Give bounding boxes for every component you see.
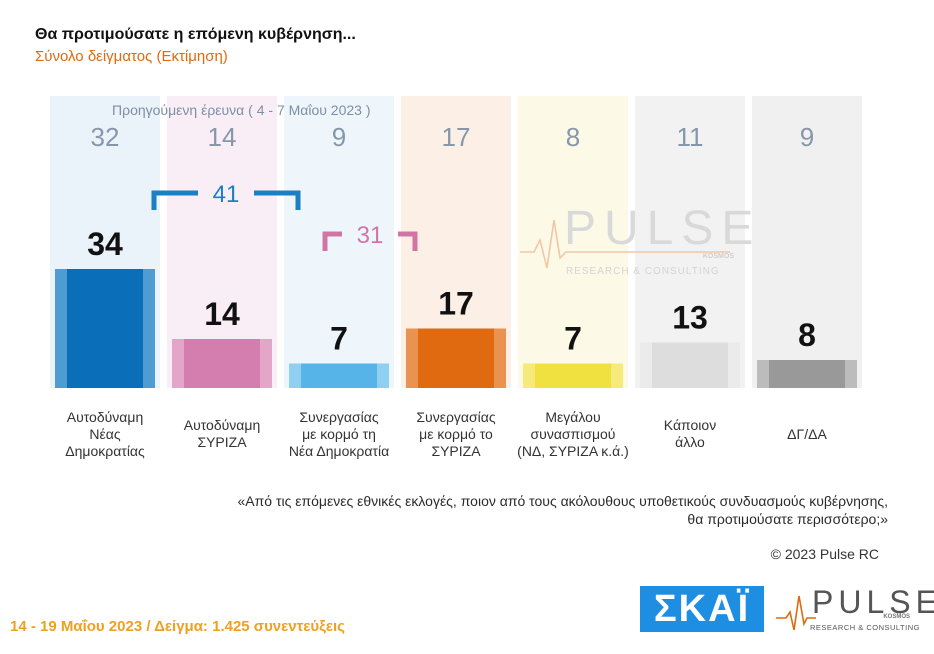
bracket-value-0: 41 xyxy=(213,181,240,208)
previous-value-1: 14 xyxy=(208,122,237,152)
category-label-1-1: ΣΥΡΙΖΑ xyxy=(197,434,247,450)
bg-panel-2 xyxy=(284,96,394,388)
previous-survey-label: Προηγούμενη έρευνα ( 4 - 7 Μαΐου 2023 ) xyxy=(112,102,371,118)
bracket-right-0 xyxy=(254,190,301,210)
previous-value-5: 11 xyxy=(677,122,704,152)
category-label-6-0: ΔΓ/ΔΑ xyxy=(787,426,827,442)
category-label-3-2: ΣΥΡΙΖΑ xyxy=(431,443,481,459)
watermark-heartbeat-icon xyxy=(520,219,730,269)
category-label-2-1: με κορμό τη xyxy=(302,426,376,442)
bar-value-label-4: 7 xyxy=(564,321,582,357)
bg-panel-6 xyxy=(752,96,862,388)
bar-value-label-5: 13 xyxy=(672,300,708,336)
bar-value-label-1: 14 xyxy=(204,296,240,332)
chart-subtitle: Σύνολο δείγματος (Εκτίμηση) xyxy=(35,48,228,65)
bracket-right-1 xyxy=(398,231,418,251)
bar-value-label-0: 34 xyxy=(87,226,123,262)
category-label-3-1: με κορμό το xyxy=(419,426,493,442)
bar-3 xyxy=(418,328,494,388)
bracket-left-1 xyxy=(322,231,342,251)
bar-value-label-6: 8 xyxy=(798,317,816,353)
bar-4 xyxy=(535,363,611,388)
category-label-0-0: Αυτοδύναμη xyxy=(67,409,144,425)
category-label-0-2: Δημοκρατίας xyxy=(65,443,145,459)
bar-1 xyxy=(184,339,260,388)
pulse-logo: PULSE KOSMOS RESEARCH & CONSULTING xyxy=(776,584,934,636)
bar-2 xyxy=(301,363,377,388)
previous-value-2: 9 xyxy=(332,122,346,152)
bar-5 xyxy=(652,342,728,388)
category-label-3-0: Συνεργασίας xyxy=(416,409,495,425)
category-label-1-0: Αυτοδύναμη xyxy=(184,417,261,433)
survey-question-line-2: θα προτιμούσατε περισσότερο;» xyxy=(687,511,888,527)
chart-title: Θα προτιμούσατε η επόμενη κυβέρνηση... xyxy=(35,26,356,43)
pulse-heartbeat-icon xyxy=(776,595,816,631)
category-label-5-1: άλλο xyxy=(675,434,705,450)
category-label-4-1: συνασπισμού xyxy=(531,426,616,442)
previous-value-0: 32 xyxy=(91,122,120,152)
watermark-word: PULSE xyxy=(564,202,761,255)
category-label-5-0: Κάποιον xyxy=(664,417,716,433)
previous-value-4: 8 xyxy=(566,122,580,152)
copyright: © 2023 Pulse RC xyxy=(770,546,879,562)
watermark-kosmos: KOSMOS xyxy=(703,253,734,260)
category-label-2-0: Συνεργασίας xyxy=(299,409,378,425)
pulse-logo-word: PULSE xyxy=(812,584,934,620)
category-label-4-0: Μεγάλου xyxy=(545,409,600,425)
footer-date-sample: 14 - 19 Μαΐου 2023 / Δείγμα: 1.425 συνεν… xyxy=(10,618,345,635)
category-label-2-2: Νέα Δημοκρατία xyxy=(289,443,389,459)
bg-panel-5 xyxy=(635,96,745,388)
category-label-4-2: (ΝΔ, ΣΥΡΙΖΑ κ.ά.) xyxy=(517,443,629,459)
survey-question-line-1: «Από τις επόμενες εθνικές εκλογές, ποιον… xyxy=(237,493,889,509)
bar-0 xyxy=(67,269,143,388)
watermark-sub: RESEARCH & CONSULTING xyxy=(566,266,720,277)
previous-value-6: 9 xyxy=(800,122,814,152)
bar-value-label-2: 7 xyxy=(330,321,348,357)
bracket-value-1: 31 xyxy=(357,222,384,249)
bar-6 xyxy=(769,360,845,388)
pulse-logo-sub: RESEARCH & CONSULTING xyxy=(810,623,920,632)
bg-panel-4 xyxy=(518,96,628,388)
pulse-logo-kosmos: KOSMOS xyxy=(883,614,910,620)
bracket-left-0 xyxy=(151,190,198,210)
bar-value-label-3: 17 xyxy=(438,286,474,322)
skai-logo: ΣΚΑΪ xyxy=(640,586,764,632)
previous-value-3: 17 xyxy=(442,122,471,152)
survey-question: «Από τις επόμενες εθνικές εκλογές, ποιον… xyxy=(68,492,889,528)
category-label-0-1: Νέας xyxy=(89,426,120,442)
